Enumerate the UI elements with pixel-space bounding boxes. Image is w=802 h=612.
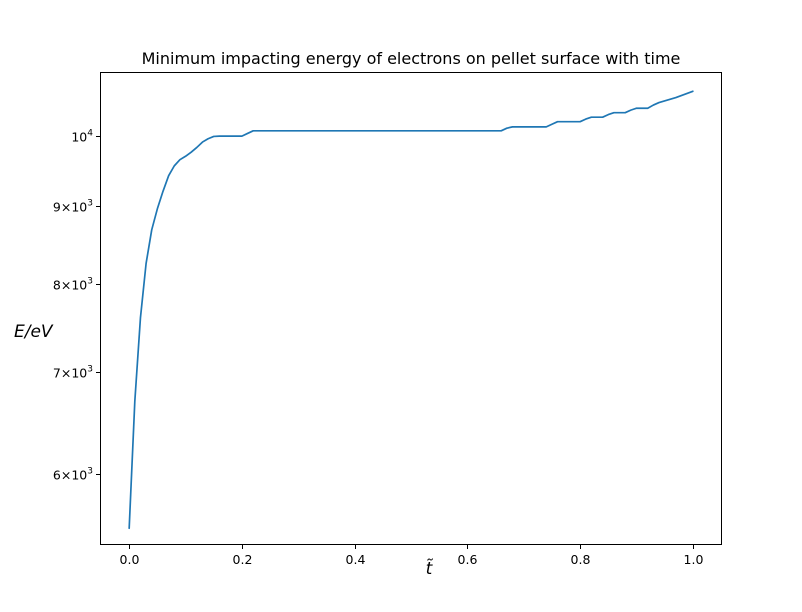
y-axis: 6×103 7×103 8×103 9×103 104: [53, 129, 101, 483]
x-axis: 0.0 0.2 0.4 0.6 0.8 1.0: [120, 544, 704, 567]
y-tick-label-2: 8×103: [53, 277, 93, 293]
x-tick-label-0: 0.0: [120, 552, 140, 567]
plot-area: [128, 90, 694, 530]
chart-title: Minimum impacting energy of electrons on…: [142, 49, 681, 68]
x-tick-label-3: 0.6: [458, 552, 478, 567]
y-tick-label-0: 6×103: [53, 467, 93, 483]
x-tick-label-4: 0.8: [571, 552, 591, 567]
x-tick-label-1: 0.2: [233, 552, 253, 567]
plot-frame: [100, 72, 722, 545]
series-line-0: [128, 90, 694, 530]
x-tick-label-2: 0.4: [346, 552, 366, 567]
x-axis-label: t̃: [426, 558, 434, 579]
y-tick-label-3: 9×103: [53, 199, 93, 215]
y-tick-label-4: 104: [71, 129, 93, 145]
y-tick-label-1: 7×103: [53, 365, 93, 381]
x-tick-label-5: 1.0: [684, 552, 704, 567]
y-axis-label: E/eV: [14, 322, 54, 342]
